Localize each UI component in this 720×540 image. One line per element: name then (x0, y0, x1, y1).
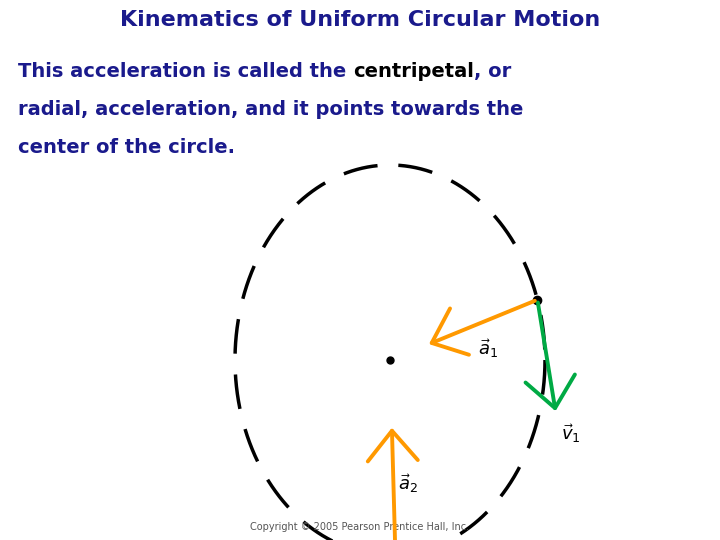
Text: $\vec{a}_1$: $\vec{a}_1$ (478, 337, 498, 360)
Text: centripetal: centripetal (353, 62, 474, 81)
Text: $\vec{a}_2$: $\vec{a}_2$ (398, 472, 418, 495)
Text: Kinematics of Uniform Circular Motion: Kinematics of Uniform Circular Motion (120, 10, 600, 30)
Text: Copyright © 2005 Pearson Prentice Hall, Inc.: Copyright © 2005 Pearson Prentice Hall, … (251, 522, 469, 532)
Text: radial, acceleration, and it points towards the: radial, acceleration, and it points towa… (18, 100, 523, 119)
Text: $\vec{v}_1$: $\vec{v}_1$ (561, 422, 580, 445)
Text: This acceleration is called the: This acceleration is called the (18, 62, 353, 81)
Text: , or: , or (474, 62, 511, 81)
Text: center of the circle.: center of the circle. (18, 138, 235, 157)
